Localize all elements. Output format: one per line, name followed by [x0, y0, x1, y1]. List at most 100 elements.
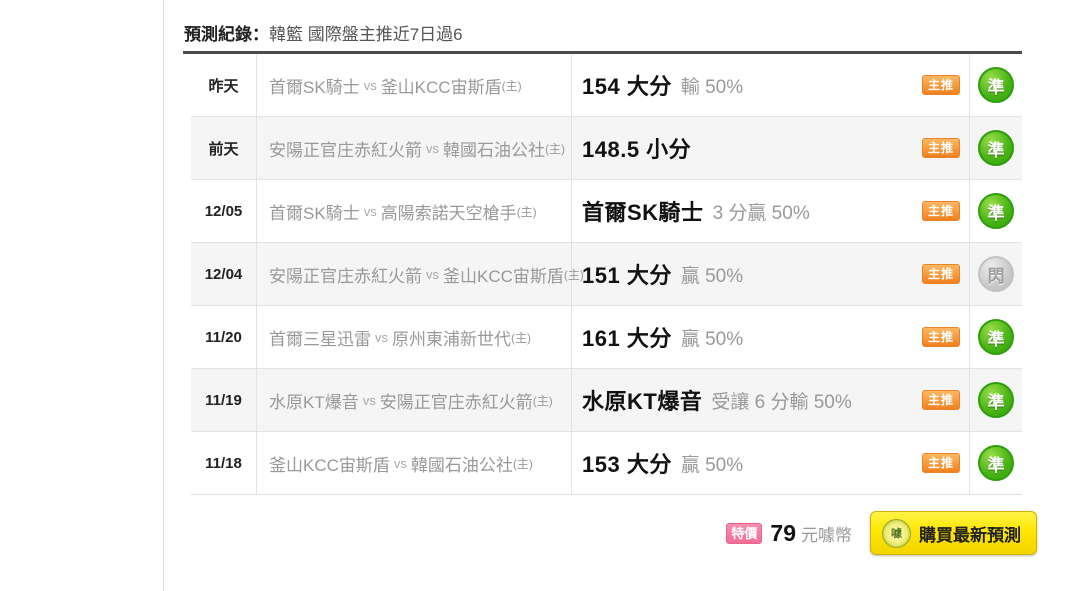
vs-label: vs	[363, 77, 377, 93]
buy-button-label: 購買最新預測	[919, 525, 1021, 545]
vs-label: vs	[375, 329, 388, 345]
page-left-divider	[163, 0, 164, 591]
row-prediction: 水原KT爆音 受讓 6 分輸 50% 主推	[572, 369, 970, 431]
vs-label: vs	[426, 140, 439, 156]
row-date: 11/18	[191, 432, 257, 494]
home-team-tag: (主)	[532, 393, 553, 408]
row-matchup: 釜山KCC宙斯盾 vs 韓國石油公社 (主)	[257, 432, 572, 494]
team2-name: 韓國石油公社	[443, 140, 545, 160]
vs-label: vs	[363, 203, 377, 219]
price-value: 79	[770, 519, 796, 546]
home-team-tag: (主)	[516, 204, 537, 219]
table-row: 11/20 首爾三星迅雷 vs 原州東浦新世代 (主) 161 大分 贏 50%…	[191, 305, 1022, 368]
team1-name: 水原KT爆音	[269, 392, 359, 412]
team1-name: 首爾SK騎士	[269, 203, 360, 223]
pick-text: 151 大分	[582, 263, 672, 288]
table-row: 12/04 安陽正官庄赤紅火箭 vs 釜山KCC宙斯盾 (主) 151 大分 贏…	[191, 242, 1022, 305]
main-pick-badge: 主推	[921, 138, 960, 158]
team2-name: 釜山KCC宙斯盾	[443, 266, 564, 286]
row-stamp-cell: 準	[970, 369, 1022, 431]
pick-text: 153 大分	[582, 452, 672, 477]
table-top-rule	[183, 51, 1022, 54]
result-stamp-icon: 閃	[978, 256, 1014, 292]
team1-name: 釜山KCC宙斯盾	[269, 455, 390, 475]
row-prediction: 151 大分 贏 50% 主推	[572, 243, 970, 305]
pick-text: 148.5 小分	[582, 137, 692, 162]
main-pick-badge: 主推	[921, 453, 960, 473]
result-text: 贏 50%	[680, 328, 744, 350]
row-date: 12/04	[191, 243, 257, 305]
row-matchup: 安陽正官庄赤紅火箭 vs 釜山KCC宙斯盾 (主)	[257, 243, 584, 305]
pick-text: 水原KT爆音	[582, 389, 703, 414]
vs-label: vs	[362, 392, 376, 408]
home-team-tag: (主)	[501, 78, 522, 93]
page-title: 預測紀錄：韓籃 國際盤主推近7日過6	[184, 20, 463, 45]
home-team-tag: (主)	[512, 456, 533, 471]
page-title-text: 韓籃 國際盤主推近7日過6	[269, 25, 463, 44]
team2-name: 高陽索諾天空槍手	[380, 203, 517, 223]
result-text: 受讓 6 分輸 50%	[711, 391, 852, 413]
row-stamp-cell: 閃	[970, 243, 1022, 305]
result-text: 贏 50%	[680, 265, 744, 287]
table-row: 12/05 首爾SK騎士 vs 高陽索諾天空槍手 (主) 首爾SK騎士 3 分贏…	[191, 179, 1022, 242]
team1-name: 安陽正官庄赤紅火箭	[269, 140, 422, 160]
team1-name: 首爾三星迅雷	[269, 329, 371, 349]
result-stamp-icon: 準	[978, 67, 1014, 103]
row-matchup: 首爾SK騎士 vs 釜山KCC宙斯盾 (主)	[257, 54, 572, 116]
result-text: 3 分贏 50%	[712, 202, 810, 224]
result-text: 贏 50%	[680, 454, 744, 476]
home-team-tag: (主)	[545, 141, 565, 156]
team2-name: 韓國石油公社	[410, 455, 513, 475]
row-prediction: 153 大分 贏 50% 主推	[572, 432, 970, 494]
row-stamp-cell: 準	[970, 432, 1022, 494]
purchase-footer: 特價 79 元噱幣 噱 購買最新預測	[191, 510, 1037, 556]
vs-label: vs	[393, 455, 407, 471]
result-stamp-icon: 準	[978, 445, 1014, 481]
result-stamp-icon: 準	[978, 193, 1014, 229]
result-stamp-icon: 準	[978, 319, 1014, 355]
row-prediction: 148.5 小分 主推	[572, 117, 970, 179]
result-stamp-icon: 準	[978, 130, 1014, 166]
home-team-tag: (主)	[511, 330, 531, 345]
row-prediction: 161 大分 贏 50% 主推	[572, 306, 970, 368]
pick-text: 154 大分	[582, 74, 672, 99]
row-stamp-cell: 準	[970, 306, 1022, 368]
page-title-label: 預測紀錄：	[184, 25, 269, 44]
row-date: 昨天	[191, 54, 257, 116]
pick-text: 首爾SK騎士	[582, 200, 704, 225]
table-row: 11/19 水原KT爆音 vs 安陽正官庄赤紅火箭 (主) 水原KT爆音 受讓 …	[191, 368, 1022, 431]
result-stamp-icon: 準	[978, 382, 1014, 418]
team2-name: 安陽正官庄赤紅火箭	[379, 392, 533, 412]
special-price-badge: 特價	[726, 522, 763, 544]
row-stamp-cell: 準	[970, 180, 1022, 242]
row-matchup: 安陽正官庄赤紅火箭 vs 韓國石油公社 (主)	[257, 117, 572, 179]
team2-name: 原州東浦新世代	[392, 329, 511, 349]
coin-icon: 噱	[882, 518, 911, 548]
table-row: 昨天 首爾SK騎士 vs 釜山KCC宙斯盾 (主) 154 大分 輸 50% 主…	[191, 54, 1022, 116]
row-date: 11/20	[191, 306, 257, 368]
row-stamp-cell: 準	[970, 117, 1022, 179]
pick-text: 161 大分	[582, 326, 672, 351]
row-date: 12/05	[191, 180, 257, 242]
price-unit: 元噱幣	[801, 525, 852, 545]
row-matchup: 首爾SK騎士 vs 高陽索諾天空槍手 (主)	[257, 180, 572, 242]
row-prediction: 154 大分 輸 50% 主推	[572, 54, 970, 116]
main-pick-badge: 主推	[921, 201, 960, 221]
row-date: 前天	[191, 117, 257, 179]
row-date: 11/19	[191, 369, 257, 431]
home-team-tag: (主)	[563, 267, 584, 282]
row-matchup: 水原KT爆音 vs 安陽正官庄赤紅火箭 (主)	[257, 369, 572, 431]
main-pick-badge: 主推	[921, 264, 960, 284]
row-prediction: 首爾SK騎士 3 分贏 50% 主推	[572, 180, 970, 242]
prediction-table: 昨天 首爾SK騎士 vs 釜山KCC宙斯盾 (主) 154 大分 輸 50% 主…	[191, 54, 1022, 495]
buy-latest-prediction-button[interactable]: 噱 購買最新預測	[870, 511, 1037, 555]
result-text: 輸 50%	[680, 76, 744, 98]
main-pick-badge: 主推	[921, 75, 960, 95]
prediction-table-body: 昨天 首爾SK騎士 vs 釜山KCC宙斯盾 (主) 154 大分 輸 50% 主…	[191, 54, 1022, 494]
row-stamp-cell: 準	[970, 54, 1022, 116]
row-matchup: 首爾三星迅雷 vs 原州東浦新世代 (主)	[257, 306, 572, 368]
team1-name: 首爾SK騎士	[269, 77, 360, 97]
main-pick-badge: 主推	[921, 390, 960, 410]
team1-name: 安陽正官庄赤紅火箭	[269, 266, 422, 286]
table-row: 前天 安陽正官庄赤紅火箭 vs 韓國石油公社 (主) 148.5 小分 主推 準	[191, 116, 1022, 179]
